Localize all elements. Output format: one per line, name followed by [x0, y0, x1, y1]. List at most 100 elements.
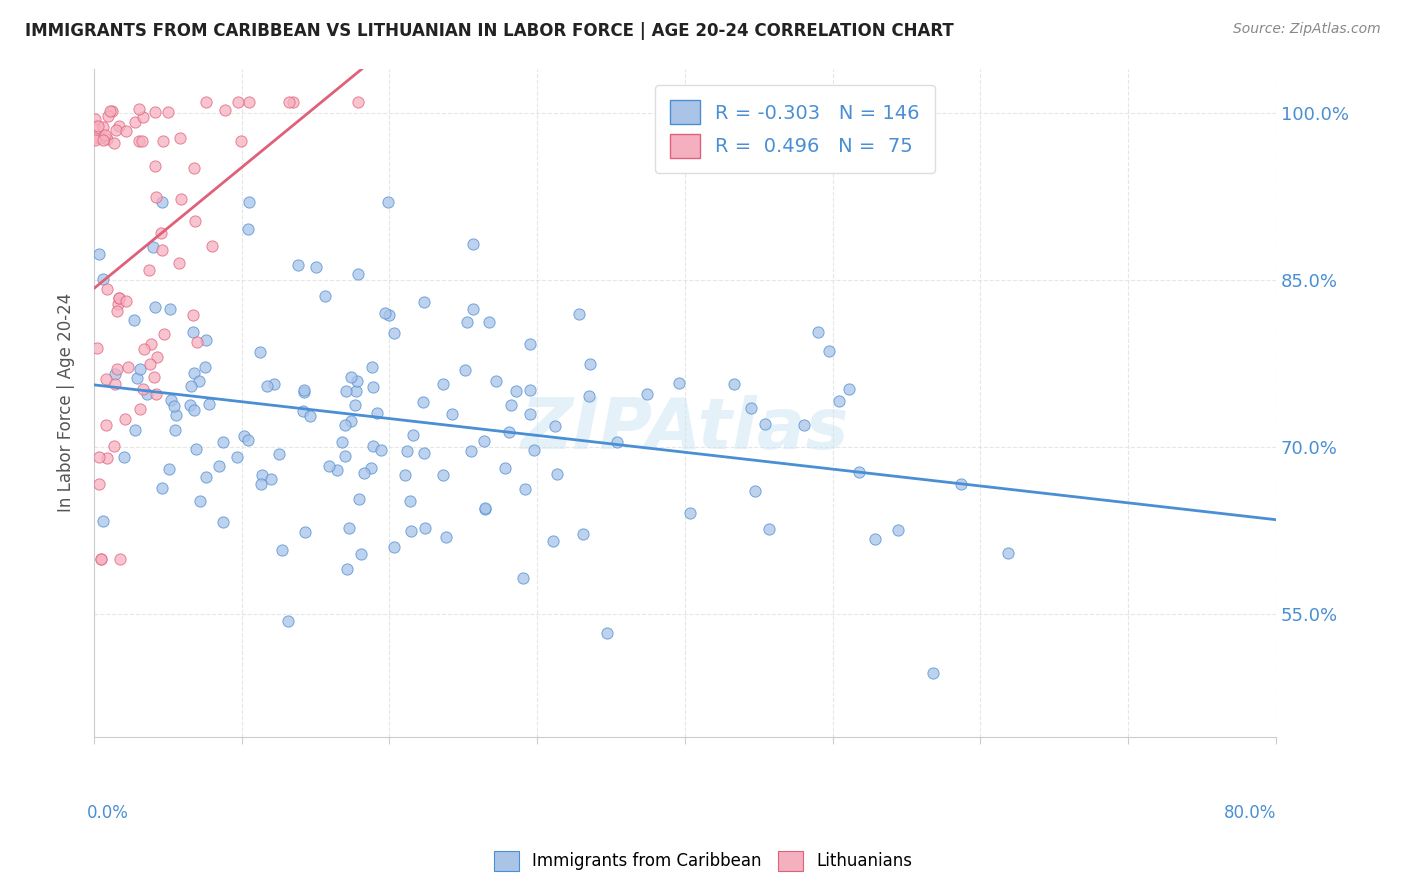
Point — [921, 665, 943, 680]
Point — [195, 333, 218, 347]
Point — [997, 545, 1019, 559]
Point — [828, 394, 851, 409]
Point — [146, 351, 169, 365]
Point — [117, 359, 139, 374]
Point — [440, 407, 463, 421]
Point — [159, 302, 181, 317]
Point — [512, 571, 534, 585]
Point — [568, 307, 591, 321]
Point — [807, 325, 830, 339]
Point — [478, 315, 501, 329]
Point — [519, 384, 541, 398]
Point — [818, 344, 841, 359]
Point — [86, 119, 108, 133]
Point — [124, 423, 146, 437]
Point — [260, 472, 283, 486]
Point — [370, 442, 392, 457]
Point — [183, 161, 205, 175]
Point — [150, 244, 173, 258]
Point — [163, 399, 186, 413]
Point — [104, 367, 127, 381]
Point — [90, 551, 112, 566]
Point — [131, 134, 153, 148]
Point — [86, 341, 108, 355]
Point — [115, 124, 138, 138]
Point — [194, 469, 217, 483]
Point — [294, 525, 316, 540]
Point — [152, 134, 174, 148]
Point — [170, 193, 193, 207]
Point — [343, 398, 366, 412]
Point — [181, 325, 204, 339]
Point — [212, 434, 235, 449]
Point — [163, 423, 186, 437]
Point — [349, 547, 371, 561]
Point — [318, 459, 340, 474]
Point — [335, 418, 357, 433]
Point — [103, 136, 125, 150]
Point — [848, 465, 870, 479]
Point — [337, 521, 360, 535]
Text: IMMIGRANTS FROM CARIBBEAN VS LITHUANIAN IN LABOR FORCE | AGE 20-24 CORRELATION C: IMMIGRANTS FROM CARIBBEAN VS LITHUANIAN … — [25, 22, 955, 40]
Point — [460, 444, 482, 458]
Point — [228, 95, 250, 109]
Point — [366, 406, 388, 420]
Point — [346, 95, 368, 109]
Point — [84, 120, 107, 134]
Point — [461, 301, 484, 316]
Point — [412, 394, 434, 409]
Point — [758, 522, 780, 536]
Point — [299, 409, 322, 423]
Point — [335, 384, 357, 398]
Point — [494, 461, 516, 475]
Point — [668, 376, 690, 390]
Point — [84, 131, 107, 145]
Point — [277, 614, 299, 628]
Point — [188, 375, 211, 389]
Point — [105, 123, 128, 137]
Point — [277, 95, 299, 109]
Point — [546, 467, 568, 482]
Point — [287, 258, 309, 272]
Point — [886, 523, 908, 537]
Point — [143, 301, 166, 315]
Point — [793, 418, 815, 433]
Point — [413, 521, 436, 535]
Point — [139, 357, 162, 371]
Point — [143, 104, 166, 119]
Point — [108, 119, 131, 133]
Point — [863, 532, 886, 546]
Point — [325, 463, 347, 477]
Point — [195, 95, 218, 109]
Point — [267, 446, 290, 460]
Point — [515, 482, 537, 496]
Point — [96, 417, 118, 432]
Point — [98, 104, 121, 119]
Point — [183, 403, 205, 417]
Point — [105, 303, 128, 318]
Point — [108, 291, 131, 305]
Point — [412, 446, 434, 460]
Point — [127, 371, 149, 385]
Point — [96, 131, 118, 145]
Point — [157, 105, 180, 120]
Point — [97, 109, 120, 123]
Point — [250, 476, 273, 491]
Point — [208, 458, 231, 473]
Point — [579, 357, 602, 371]
Point — [543, 534, 565, 549]
Point — [754, 417, 776, 432]
Legend: Immigrants from Caribbean, Lithuanians: Immigrants from Caribbean, Lithuanians — [485, 842, 921, 880]
Point — [474, 501, 496, 516]
Point — [124, 115, 146, 129]
Point — [283, 95, 305, 109]
Point — [96, 282, 118, 296]
Point — [250, 468, 273, 483]
Point — [236, 222, 259, 236]
Point — [238, 195, 260, 210]
Point — [382, 326, 405, 341]
Point — [679, 507, 702, 521]
Point — [96, 371, 118, 385]
Point — [91, 120, 114, 134]
Point — [87, 476, 110, 491]
